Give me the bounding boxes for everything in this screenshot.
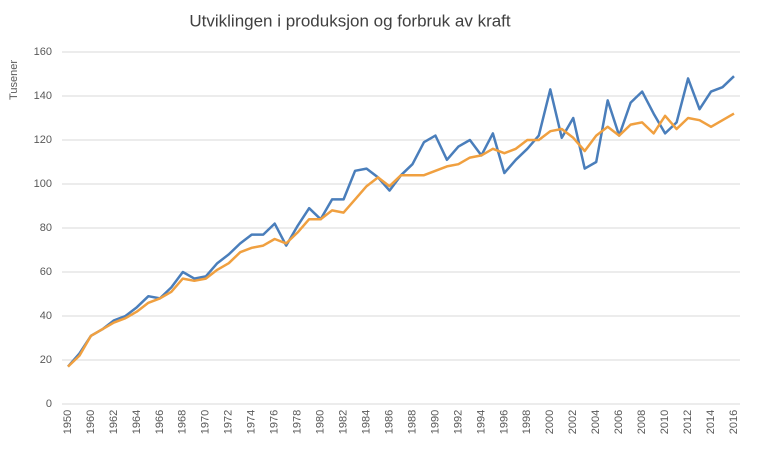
x-tick-label: 1982	[337, 410, 349, 434]
x-tick-label: 1990	[429, 410, 441, 434]
x-tick-label: 2010	[659, 410, 671, 434]
y-tick-label: 100	[34, 178, 52, 190]
series-line	[67, 75, 735, 368]
x-tick-label: 1986	[383, 410, 395, 434]
y-tick-label: 160	[34, 46, 52, 58]
x-tick-label: 2000	[544, 410, 556, 434]
x-tick-label: 1962	[108, 410, 120, 434]
x-tick-label: 1966	[154, 410, 166, 434]
x-tick-label: 2016	[728, 410, 740, 434]
chart-title: Utviklingen i produksjon og forbruk av k…	[189, 11, 511, 30]
x-tick-label: 1998	[521, 410, 533, 434]
x-tick-label: 1992	[452, 410, 464, 434]
x-tick-label: 1970	[200, 410, 212, 434]
x-tick-label: 1984	[360, 410, 372, 434]
x-tick-label: 1974	[246, 410, 258, 434]
x-tick-label: 2008	[636, 410, 648, 434]
x-tick-label: 1988	[406, 410, 418, 434]
series-line	[67, 112, 735, 368]
y-tick-label: 120	[34, 134, 52, 146]
x-tick-label: 2012	[682, 410, 694, 434]
x-tick-label: 1980	[315, 410, 327, 434]
y-axis-label: Tusener	[8, 60, 20, 100]
x-tick-label: 2004	[590, 410, 602, 434]
x-tick-label: 1996	[498, 410, 510, 434]
x-tick-label: 1960	[85, 410, 97, 434]
y-tick-label: 80	[40, 222, 52, 234]
x-tick-label: 2002	[567, 410, 579, 434]
x-tick-label: 1968	[177, 410, 189, 434]
x-tick-label: 2014	[705, 410, 717, 434]
x-tick-label: 1972	[223, 410, 235, 434]
x-tick-label: 1976	[269, 410, 281, 434]
x-tick-label: 2006	[613, 410, 625, 434]
x-tick-label: 1950	[62, 410, 74, 434]
y-tick-label: 20	[40, 354, 52, 366]
x-tick-label: 1994	[475, 410, 487, 434]
x-tick-label: 1964	[131, 410, 143, 434]
y-tick-label: 0	[46, 398, 52, 410]
x-tick-label: 1978	[292, 410, 304, 434]
y-tick-label: 60	[40, 266, 52, 278]
y-tick-label: 140	[34, 90, 52, 102]
y-tick-label: 40	[40, 310, 52, 322]
